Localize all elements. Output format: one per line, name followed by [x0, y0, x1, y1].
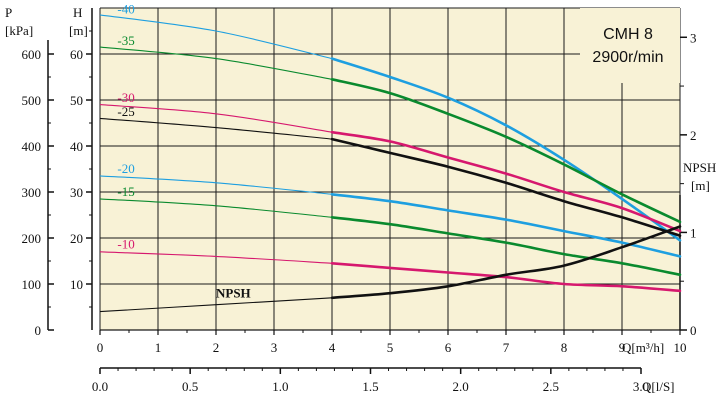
p-axis-unit: [kPa]	[5, 23, 33, 38]
series-label-npsh: NPSH	[216, 286, 251, 301]
x2-tick-label: 0.0	[92, 379, 108, 394]
p-tick-label: 500	[22, 93, 42, 108]
p-tick-label: 100	[22, 277, 42, 292]
h-tick-label: 60	[70, 47, 83, 62]
p-tick-label: 400	[22, 139, 42, 154]
series-line-30-heavy	[330, 130, 682, 233]
h-tick-label: 40	[70, 139, 83, 154]
x2-tick-label: 1.5	[362, 379, 378, 394]
series-line-10-thin	[99, 251, 333, 264]
series-line-35-heavy	[330, 78, 682, 224]
series-line-npsh-heavy	[330, 225, 682, 300]
p-axis-label: P	[5, 5, 12, 20]
x2-tick-label: 2.5	[543, 379, 559, 394]
npsh-axis-label: NPSH	[683, 160, 716, 175]
series-line-40-thin	[99, 14, 333, 60]
series-layer	[99, 14, 682, 313]
chart-title: CMH 8	[603, 26, 653, 43]
npsh-tick-label: 0	[690, 323, 697, 338]
h-tick-label: 30	[70, 185, 83, 200]
p-tick-label: 0	[35, 323, 42, 338]
x2-tick-label: 1.0	[272, 379, 288, 394]
series-label-35: -35	[117, 33, 134, 48]
series-label-25: -25	[117, 104, 134, 119]
labels-layer: -40 -35 -30-25 -20 -15 -10 NPSH	[117, 1, 250, 300]
series-line-15-thin	[99, 198, 333, 218]
series-line-30-thin	[99, 104, 333, 133]
npsh-tick-label: 2	[690, 128, 697, 143]
series-line-35-thin	[99, 46, 333, 80]
npsh-tick-label: 1	[690, 225, 697, 240]
info-box-frame	[580, 8, 680, 83]
x-axis-label: Q[m³/h]	[622, 340, 664, 355]
x-tick-label: 0	[97, 340, 104, 355]
series-line-npsh-thin	[99, 297, 333, 313]
h-axis-unit: [m]	[69, 23, 88, 38]
x-tick-label: 1	[155, 340, 162, 355]
x2-tick-label: 3.0	[633, 379, 649, 394]
series-label-10: -10	[117, 236, 134, 251]
x2-tick-label: 2.0	[453, 379, 469, 394]
series-line-25-thin	[99, 117, 333, 140]
series-line-25-heavy	[330, 137, 682, 237]
npsh-axis-unit: [m]	[691, 178, 710, 193]
chart-subtitle: 2900r/min	[592, 49, 663, 66]
x-tick-label: 8	[561, 340, 568, 355]
x-tick-label: 9	[619, 340, 626, 355]
x-tick-label: 4	[329, 340, 336, 355]
series-line-10-heavy	[330, 262, 682, 293]
h-tick-label: 20	[70, 231, 83, 246]
series-line-40-heavy	[330, 57, 682, 242]
info-box: CMH 8 2900r/min	[580, 8, 680, 83]
series-line-20-heavy	[330, 193, 682, 258]
series-line-15-heavy	[330, 216, 682, 277]
x2-axis-label: Q[l/S]	[642, 379, 675, 394]
x-tick-label: 2	[213, 340, 220, 355]
series-label-20: -20	[117, 161, 134, 176]
p-tick-label: 200	[22, 231, 42, 246]
series-label-15: -15	[117, 184, 134, 199]
p-tick-label: 300	[22, 185, 42, 200]
x-tick-label: 10	[674, 340, 687, 355]
x2-tick-label: 0.5	[182, 379, 198, 394]
x-tick-label: 6	[445, 340, 452, 355]
npsh-tick-label: 3	[690, 30, 697, 45]
x-tick-label: 3	[271, 340, 278, 355]
series-line-20-thin	[99, 175, 333, 195]
h-axis-label: H	[73, 5, 82, 20]
x-tick-label: 7	[503, 340, 510, 355]
series-label-40: -40	[117, 1, 134, 16]
x-tick-label: 5	[387, 340, 394, 355]
h-tick-label: 10	[70, 277, 83, 292]
h-tick-label: 50	[70, 93, 83, 108]
p-tick-label: 600	[22, 47, 42, 62]
series-label-30: -30	[117, 90, 134, 105]
